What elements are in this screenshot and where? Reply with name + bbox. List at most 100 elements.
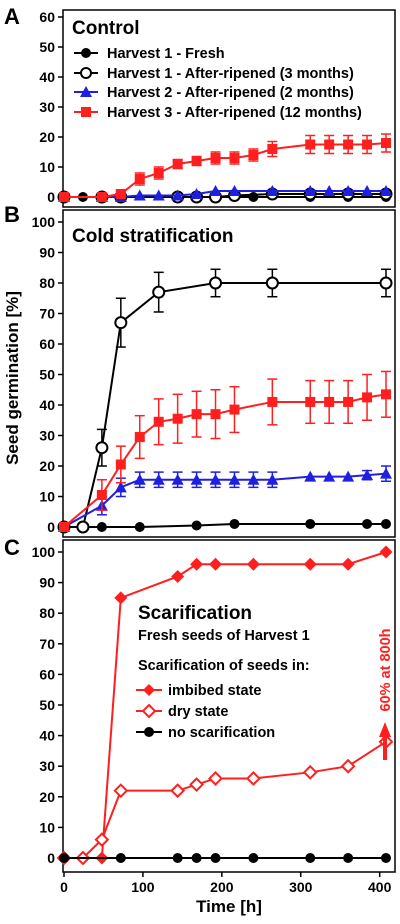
plot-frame-c: [62, 539, 396, 873]
title-b: Cold stratification: [72, 226, 234, 247]
x-tick-label: 200: [210, 879, 234, 895]
legend-marker-filled-diamond: [143, 684, 155, 696]
y-tick-label: 40: [39, 728, 55, 744]
series-b-2-point: [361, 469, 374, 481]
series-b-3-point: [115, 459, 126, 470]
series-a-3-point: [96, 192, 107, 202]
series-b-3-point: [134, 432, 145, 443]
y-tick-label: 0: [47, 189, 55, 205]
legend-label-dry: dry state: [168, 704, 228, 720]
series-b-2-line: [63, 472, 387, 528]
legend-marker-square: [81, 107, 91, 117]
series-b-3-point: [229, 404, 240, 415]
legend-label-no-scarification: no scarification: [168, 725, 275, 741]
series-b-0-point: [191, 520, 202, 531]
series-a-3-point: [210, 153, 221, 163]
y-tick-label: 50: [39, 39, 55, 55]
series-b-3-point: [210, 409, 221, 420]
series-a-3-line: [64, 142, 387, 198]
y-tick-label: 70: [39, 636, 55, 652]
y-axis-a: 0 10 20 30 40 50 60: [39, 9, 63, 205]
legend-item-imbibed: imbibed state: [136, 683, 261, 699]
x-tick-label: 100: [131, 879, 155, 895]
y-tick-label: 30: [39, 758, 55, 774]
y-tick-label: 60: [39, 9, 55, 25]
x-axis-label: Time [h]: [196, 897, 262, 916]
panel-b: B 0 10 20 30 40 50 60 70 80 90 100 Cold stratifica…: [3, 202, 396, 538]
series-b-1-point: [265, 276, 279, 290]
series-c-2-point: [210, 853, 221, 863]
title-a: Control: [72, 18, 140, 39]
series-c-2-point: [191, 853, 202, 863]
series-b-1-line: [64, 282, 386, 528]
legend-item-dry: dry state: [136, 703, 228, 720]
legend-marker-filled-circle: [81, 48, 91, 58]
plot-frame-a: [62, 9, 396, 208]
series-a-2-point: [190, 188, 203, 199]
legend-marker-filled-circle-c: [144, 727, 154, 737]
plot-area-c: [56, 545, 394, 866]
series-b-2-point: [304, 470, 317, 482]
series-a-2-point: [266, 185, 279, 196]
series-c-2-point: [305, 853, 316, 863]
annotation-arrow-head: [379, 722, 391, 737]
legend-marker-open-diamond: [141, 703, 157, 719]
y-tick-label: 20: [39, 458, 55, 474]
series-b-3-point: [305, 396, 316, 407]
series-b-3-point: [381, 389, 391, 400]
series-c-0-point: [171, 569, 185, 583]
series-a-3-point: [153, 168, 164, 178]
y-tick-label: 60: [39, 336, 55, 352]
series-b-2-point: [133, 473, 146, 485]
series-c-0-point: [379, 545, 393, 559]
y-tick-label: 80: [39, 605, 55, 621]
series-a-2-point: [361, 185, 374, 196]
series-b-0-point: [96, 522, 107, 532]
legend-item-harvest2: Harvest 2 - After-ripened (2 months): [74, 85, 354, 101]
series-b-3-point: [362, 392, 373, 403]
series-c-0-point: [209, 557, 223, 571]
series-a-2-point: [152, 189, 165, 201]
series-c-0-point: [341, 557, 355, 571]
series-a-3-point: [381, 138, 391, 148]
series-b-0-point: [229, 518, 240, 529]
series-b-2-point: [114, 481, 127, 493]
y-tick-label: 90: [39, 575, 55, 591]
series-a-3-point: [172, 159, 183, 169]
legend-label-imbibed: imbibed state: [168, 683, 261, 699]
legend-label-harvest2: Harvest 2 - After-ripened (2 months): [107, 85, 354, 101]
series-b-3-line: [63, 393, 387, 528]
panel-label-c: C: [4, 535, 20, 560]
series-b-2-point: [342, 470, 355, 482]
series-c-1-point: [340, 758, 356, 774]
series-b-1-point: [209, 276, 223, 290]
y-tick-label: 40: [39, 397, 55, 413]
annotation-800h-text: 60% at 800h: [378, 628, 394, 711]
series-a-3-point: [134, 174, 145, 184]
series-a-2-point: [209, 185, 222, 196]
legend-label-harvest3: Harvest 3 - After-ripened (12 months): [107, 105, 362, 121]
series-c-1-point: [245, 771, 261, 786]
y-tick-label: 0: [47, 850, 55, 866]
series-a-3-point: [324, 139, 335, 150]
legend-title-c: Scarification of seeds in:: [138, 658, 310, 674]
panel-a: A 0 10 20 30 40 50 60 Control Harvest 1 - Fres…: [4, 4, 396, 208]
plot-area-b: [57, 268, 393, 534]
subtitle-c: Fresh seeds of Harvest 1: [138, 628, 310, 644]
series-a-3-point: [59, 192, 69, 202]
panel-label-a: A: [4, 4, 20, 29]
y-axis-b: 0 10 20 30 40 50 60 70 80 90 100: [32, 214, 63, 535]
plot-area-a: [57, 133, 393, 204]
legend-item-harvest3: Harvest 3 - After-ripened (12 months): [74, 105, 362, 121]
series-c-1-point: [113, 783, 129, 799]
y-tick-label: 20: [39, 789, 55, 805]
y-tick-label: 90: [39, 245, 55, 261]
series-c-0-point: [303, 557, 317, 571]
series-a-3-point: [305, 139, 316, 150]
series-a-3-point: [343, 139, 354, 150]
series-c-2-point: [172, 853, 183, 863]
panel-label-b: B: [4, 202, 20, 227]
series-b-3-point: [343, 396, 354, 407]
series-a-2-point: [323, 185, 336, 196]
